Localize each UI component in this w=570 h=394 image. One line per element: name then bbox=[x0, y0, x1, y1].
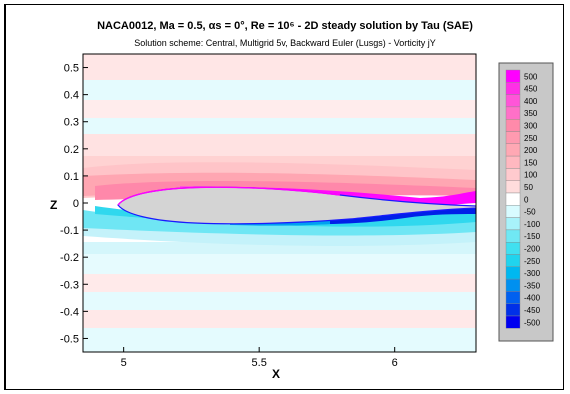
legend-label: -100 bbox=[524, 220, 541, 229]
y-tick-label: 0.4 bbox=[64, 90, 79, 102]
legend-swatch bbox=[505, 118, 521, 132]
legend-label: -200 bbox=[524, 245, 541, 254]
legend-label: -50 bbox=[524, 208, 536, 217]
legend-label: 200 bbox=[524, 146, 538, 155]
y-tick-label: 0 bbox=[73, 198, 79, 210]
legend-swatch bbox=[505, 94, 521, 108]
legend-swatch bbox=[505, 131, 521, 145]
legend-label: 500 bbox=[524, 72, 538, 81]
y-tick-label: -0.4 bbox=[60, 306, 79, 318]
y-tick-label: -0.2 bbox=[60, 252, 79, 264]
legend-swatch bbox=[505, 205, 521, 218]
legend-swatch bbox=[505, 241, 521, 255]
legend-swatch bbox=[505, 303, 521, 317]
legend-swatch bbox=[505, 278, 521, 292]
chart-title: NACA0012, Ma = 0.5, αs = 0°, Re = 10⁶ - … bbox=[97, 20, 473, 32]
legend-label: 300 bbox=[524, 122, 538, 131]
legend-swatch bbox=[505, 192, 521, 206]
legend-swatch bbox=[505, 315, 521, 329]
legend-label: 450 bbox=[524, 85, 538, 94]
legend-label: 250 bbox=[524, 134, 538, 143]
legend-swatch bbox=[505, 217, 521, 231]
x-tick-label: 5.5 bbox=[252, 357, 267, 369]
legend-label: 150 bbox=[524, 158, 538, 167]
legend-swatch bbox=[505, 291, 521, 304]
legend-swatch bbox=[505, 69, 521, 83]
y-tick-label: -0.5 bbox=[60, 333, 79, 345]
y-tick-label: 0.3 bbox=[64, 117, 79, 129]
legend: 500450400350300250200150100500-50-100-15… bbox=[505, 69, 541, 329]
y-tick-label: -0.1 bbox=[60, 225, 79, 237]
y-axis: 0.5 0.4 0.3 0.2 0.1 0 -0.1 -0.2 -0.3 -0.4 -0.5 bbox=[60, 63, 88, 345]
x-tick-label: 5 bbox=[121, 357, 127, 369]
legend-label: -500 bbox=[524, 318, 541, 327]
legend-swatch bbox=[505, 155, 521, 169]
legend-label: -450 bbox=[524, 306, 541, 315]
legend-label: 350 bbox=[524, 109, 538, 118]
legend-swatch bbox=[505, 229, 521, 243]
y-tick-label: -0.3 bbox=[60, 279, 79, 291]
x-axis: 5 5.5 6 bbox=[121, 347, 398, 369]
legend-label: -350 bbox=[524, 281, 541, 290]
legend-label: -400 bbox=[524, 294, 541, 303]
y-axis-label: Z bbox=[50, 198, 57, 212]
x-tick-label: 6 bbox=[392, 357, 398, 369]
legend-swatch bbox=[505, 82, 521, 95]
legend-swatch bbox=[505, 266, 521, 280]
legend-swatch bbox=[505, 168, 521, 181]
x-axis-label: X bbox=[272, 367, 280, 381]
legend-swatch bbox=[505, 180, 521, 194]
legend-swatch bbox=[505, 254, 521, 268]
legend-label: -150 bbox=[524, 232, 541, 241]
chart-subtitle: Solution scheme: Central, Multigrid 5v, … bbox=[134, 38, 436, 48]
y-tick-label: 0.1 bbox=[64, 171, 79, 183]
legend-label: -250 bbox=[524, 257, 541, 266]
legend-label: 0 bbox=[524, 195, 529, 204]
legend-swatch bbox=[505, 106, 521, 120]
legend-label: -300 bbox=[524, 269, 541, 278]
legend-label: 50 bbox=[524, 183, 533, 192]
vorticity-field bbox=[83, 54, 476, 352]
legend-label: 400 bbox=[524, 97, 538, 106]
y-tick-label: 0.2 bbox=[64, 144, 79, 156]
y-tick-label: 0.5 bbox=[64, 63, 79, 75]
legend-swatch bbox=[505, 143, 521, 157]
legend-label: 100 bbox=[524, 171, 538, 180]
